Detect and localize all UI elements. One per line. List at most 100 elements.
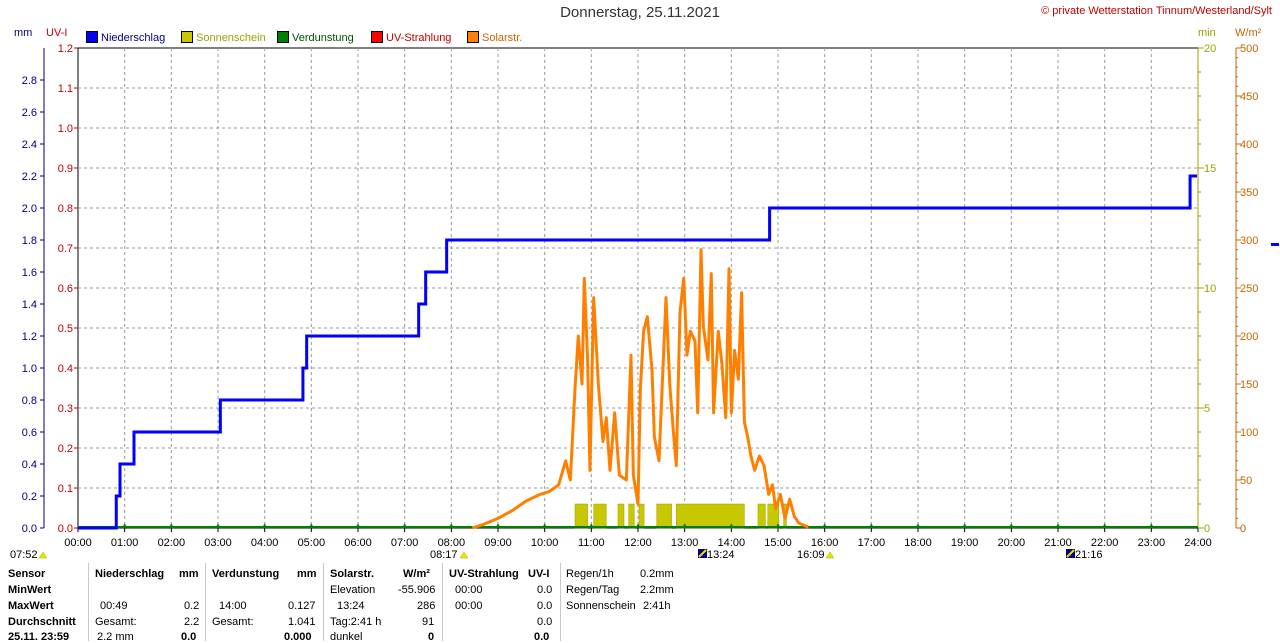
uvi-tick-label: 0.7: [58, 243, 73, 255]
legend-item-niederschlag[interactable]: Niederschlag: [86, 31, 165, 44]
solar-line: [471, 248, 809, 530]
column-divider: [88, 563, 89, 641]
summary-rain-day-val: 2.2mm: [640, 584, 674, 596]
x-tick-label: 06:00: [344, 537, 372, 549]
uvi-tick-label: 0.9: [58, 163, 73, 175]
row-label-last: 25.11. 23:59: [8, 631, 70, 643]
solar-tag-val: 91: [422, 616, 435, 628]
evap-mark: [962, 523, 967, 527]
copyright-notice: © private Wetterstation Tinnum/Westerlan…: [1041, 5, 1272, 17]
chart-marks: [78, 174, 1198, 530]
solar-max-val: 286: [417, 600, 436, 612]
x-tick-label: 03:00: [204, 537, 232, 549]
mm-tick-label: 1.4: [22, 299, 37, 311]
legend-swatch-uv: [371, 31, 383, 43]
legend-swatch-sonnenschein: [181, 31, 193, 43]
sunset-time: 16:09: [797, 549, 825, 561]
precip-max-time: 00:49: [100, 600, 128, 612]
evap-mark: [636, 523, 640, 527]
precip-unit: mm: [179, 568, 199, 580]
evap-mark: [1009, 523, 1014, 527]
x-tick-label: 12:00: [624, 537, 652, 549]
sunshine-bar: [617, 503, 625, 529]
uvi-tick-label: 0.1: [58, 483, 73, 495]
x-tick-label: 16:00: [811, 537, 839, 549]
min-tick-label: 20: [1204, 43, 1216, 55]
column-divider: [205, 563, 206, 641]
summary-sun-label: Sonnenschein: [566, 600, 636, 612]
end-icon-stripe: [1066, 549, 1075, 558]
unit-mm: mm: [14, 27, 33, 39]
uvi-tick-label: 0.2: [58, 443, 73, 455]
legend-swatch-solar: [467, 31, 479, 43]
evap-mark: [1102, 523, 1107, 527]
solar-header: Solarstr.: [330, 568, 375, 580]
time-markers: 07:52 08:17 13:24 16:09 21:16: [10, 549, 1103, 561]
uv-unit: UV-I: [528, 568, 550, 580]
summary-rain-hour-label: Regen/1h: [566, 568, 614, 580]
x-tick-label: 00:00: [64, 537, 92, 549]
wm2-tick-label: 250: [1240, 283, 1258, 295]
mm-tick-label: 2.6: [22, 107, 37, 119]
evap-mark: [589, 523, 594, 527]
x-tick-label: 15:00: [764, 537, 792, 549]
mm-tick-label: 0.6: [22, 427, 37, 439]
wm2-tick-label: 450: [1240, 91, 1258, 103]
legend-label: Solarstr.: [482, 32, 523, 44]
mm-tick-label: 2.2: [22, 171, 37, 183]
unit-uvi: UV-I: [46, 27, 68, 39]
min-tick-label: 10: [1204, 283, 1216, 295]
evap-mark: [449, 523, 454, 527]
solar-dunkel-label: dunkel: [330, 631, 363, 643]
wm2-tick-label: 350: [1240, 187, 1258, 199]
evap-header: Verdunstung: [212, 568, 280, 580]
row-label-sensor: Sensor: [8, 568, 46, 580]
solar-unit: W/m²: [403, 568, 430, 580]
sunshine-bar: [628, 503, 635, 529]
x-tick-label: 21:00: [1044, 537, 1072, 549]
evap-mark: [822, 523, 827, 527]
legend-item-verdunstung[interactable]: Verdunstung: [277, 31, 354, 44]
mm-tick-label: 2.4: [22, 139, 37, 151]
evap-max-val: 0.127: [288, 600, 316, 612]
wm2-tick-label: 300: [1240, 235, 1258, 247]
precip-last-val: 0.0: [181, 631, 197, 643]
mm-tick-label: 1.6: [22, 267, 37, 279]
evap-mark: [1056, 523, 1060, 527]
solar-max-time: 13:24: [707, 549, 735, 561]
weather-chart: 00:00 01:00 02:00 03:00 04:00 05:00 06:00 07:00…: [10, 43, 1258, 561]
evap-mark: [496, 523, 500, 527]
x-tick-label: 10:00: [531, 537, 559, 549]
evap-mark: [542, 523, 547, 527]
evap-mark: [776, 523, 780, 527]
x-tick-label: 01:00: [111, 537, 139, 549]
x-tick-label: 23:00: [1138, 537, 1166, 549]
legend-item-sonnenschein[interactable]: Sonnenschein: [181, 31, 266, 44]
wm2-tick-label: 100: [1240, 427, 1258, 439]
column-divider: [442, 563, 443, 641]
precip-last-time: 2.2 mm: [97, 631, 134, 643]
wm2-tick-label: 0: [1240, 523, 1246, 535]
x-tick-label: 20:00: [998, 537, 1026, 549]
evap-mark: [916, 523, 920, 527]
summary-sun-val: 2:41h: [643, 600, 671, 612]
legend-label: Verdunstung: [292, 32, 354, 44]
x-tick-label: 18:00: [904, 537, 932, 549]
uvi-tick-label: 0.4: [58, 363, 73, 375]
uvi-tick-label: 0.3: [58, 403, 73, 415]
x-tick-label: 09:00: [484, 537, 512, 549]
chart-title: Donnerstag, 25.11.2021: [560, 4, 720, 21]
uv-min-val: 0.0: [537, 584, 553, 596]
precip-max-val: 0.2: [184, 600, 200, 612]
uv-min-time: 00:00: [455, 584, 483, 596]
legend-item-uv[interactable]: UV-Strahlung: [371, 31, 451, 44]
wm2-tick-label: 500: [1240, 43, 1258, 55]
wm2-tick-label: 50: [1240, 475, 1252, 487]
mm-tick-label: 1.8: [22, 235, 37, 247]
x-tick-label: 14:00: [718, 537, 746, 549]
x-tick-label: 22:00: [1091, 537, 1119, 549]
x-tick-label: 19:00: [951, 537, 979, 549]
legend-item-solar[interactable]: Solarstr.: [467, 31, 522, 44]
evap-unit: mm: [297, 568, 317, 580]
precip-total-val: 2.2: [184, 616, 200, 628]
